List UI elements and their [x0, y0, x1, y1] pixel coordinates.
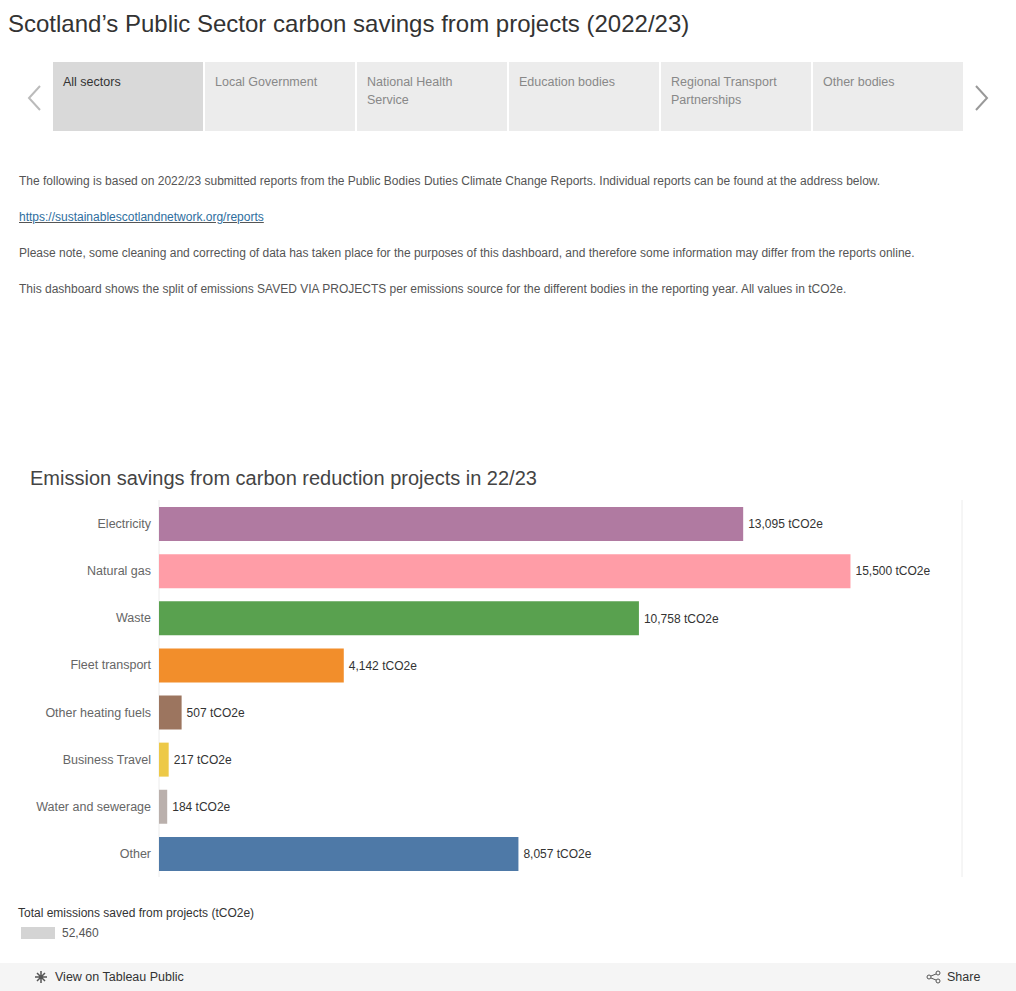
html-text:Scotland’s Public Sector carbo: Scotland’s Public Sector carbon savings …: [8, 10, 690, 37]
html-text:Emission savings from carbon r: Emission savings from carbon reduction p…: [30, 467, 537, 489]
svg-text:13,095 tCO2e: 13,095 tCO2e: [748, 517, 823, 531]
html-text:Education bodies: Education bodies: [519, 75, 615, 89]
svg-text:Water and sewerage: Water and sewerage: [36, 800, 151, 814]
svg-text:Other heating fuels: Other heating fuels: [45, 706, 151, 720]
html-text:Other bodies: Other bodies: [823, 75, 895, 89]
svg-text:Other: Other: [120, 847, 151, 861]
svg-text:4,142 tCO2e: 4,142 tCO2e: [349, 659, 417, 673]
svg-text:Business Travel: Business Travel: [63, 753, 151, 767]
html-text:Local Government: Local Government: [215, 75, 318, 89]
html-text:View on Tableau Public: View on Tableau Public: [55, 970, 184, 984]
svg-text:217 tCO2e: 217 tCO2e: [174, 753, 232, 767]
html-text:This dashboard shows the split: This dashboard shows the split of emissi…: [19, 282, 847, 296]
svg-text:Electricity: Electricity: [98, 517, 152, 531]
html-text:All sectors: All sectors: [63, 75, 121, 89]
svg-text:8,057 tCO2e: 8,057 tCO2e: [523, 847, 591, 861]
html-text:52,460: 52,460: [62, 926, 99, 940]
svg-text:Waste: Waste: [116, 611, 151, 625]
html-text:Share: Share: [947, 970, 981, 984]
html-text:Total emissions saved from pro: Total emissions saved from projects (tCO…: [18, 906, 255, 920]
svg-text:Natural gas: Natural gas: [87, 564, 151, 578]
html-text:https://sustainablescotlandnet: https://sustainablescotlandnetwork.org/r…: [19, 210, 264, 224]
svg-text:15,500 tCO2e: 15,500 tCO2e: [855, 564, 930, 578]
html-text:The following is based on 2022: The following is based on 2022/23 submit…: [19, 174, 881, 188]
html-text:Please note, some cleaning and: Please note, some cleaning and correctin…: [19, 246, 915, 260]
html-text:Regional Transport Partnership: Regional Transport Partnerships: [671, 75, 777, 107]
html-text:National Health Service: National Health Service: [367, 75, 453, 107]
svg-text:Fleet transport: Fleet transport: [70, 658, 151, 672]
svg-text:184 tCO2e: 184 tCO2e: [172, 800, 230, 814]
svg-text:507 tCO2e: 507 tCO2e: [187, 706, 245, 720]
svg-text:10,758 tCO2e: 10,758 tCO2e: [644, 612, 719, 626]
